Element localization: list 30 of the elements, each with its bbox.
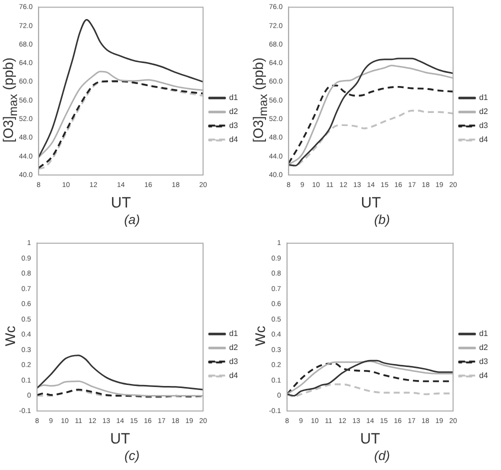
legend-label: d3 xyxy=(479,357,489,366)
legend-label: d3 xyxy=(479,121,489,130)
text: (a) xyxy=(124,212,140,227)
legend-label: d1 xyxy=(479,329,489,338)
y-axis-title: Wc xyxy=(252,326,268,346)
legend-label: d1 xyxy=(479,93,489,102)
legend-label: d3 xyxy=(229,121,239,130)
legend-label: d2 xyxy=(479,107,489,116)
legend-label: d4 xyxy=(479,135,489,144)
legend-label: d1 xyxy=(229,329,239,338)
y-axis-title: Wc xyxy=(2,326,18,346)
legend-label: d2 xyxy=(229,107,239,116)
legend-label: d4 xyxy=(479,371,489,380)
legend-label: d4 xyxy=(229,135,239,144)
text: (c) xyxy=(124,448,140,463)
text: (b) xyxy=(374,212,390,227)
x-axis-title: UT xyxy=(360,194,381,212)
legend-label: d2 xyxy=(479,343,489,352)
x-axis-title: UT xyxy=(110,194,131,212)
x-axis-title: UT xyxy=(360,430,380,448)
line-series xyxy=(288,110,454,167)
line-series xyxy=(288,84,454,164)
legend-label: d1 xyxy=(229,93,239,102)
legend-label: d2 xyxy=(229,343,239,352)
line-series xyxy=(37,354,204,390)
x-axis-title: UT xyxy=(110,430,130,448)
text: (d) xyxy=(374,448,390,463)
legend-label: d3 xyxy=(229,357,239,366)
legend-label: d4 xyxy=(229,371,239,380)
line-series xyxy=(38,19,204,158)
